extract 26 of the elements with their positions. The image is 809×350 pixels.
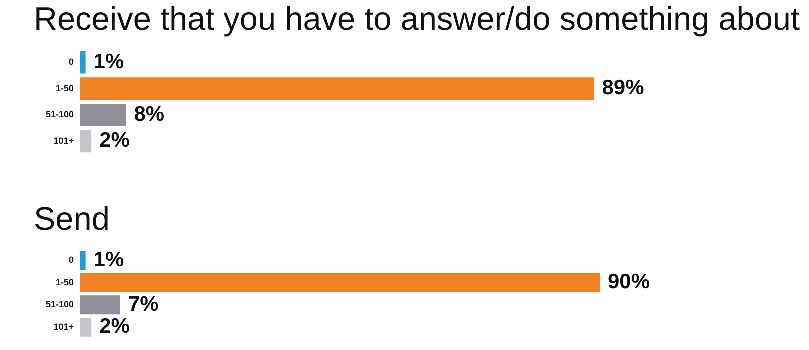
- bar: [80, 130, 92, 153]
- y-tick-label: 1-50: [56, 83, 74, 94]
- data-label: 8%: [134, 102, 165, 126]
- y-tick-label: 51-100: [46, 300, 74, 310]
- y-tick-label: 101+: [54, 322, 74, 332]
- bar: [80, 78, 594, 100]
- data-label: 7%: [128, 292, 160, 316]
- bar: [80, 318, 92, 337]
- data-label: 89%: [602, 76, 645, 100]
- y-tick-label: 101+: [54, 136, 74, 146]
- y-tick-label: 0: [69, 57, 74, 68]
- chart-title: Send: [33, 200, 111, 238]
- data-label: 90%: [608, 270, 650, 294]
- chart-title: Receive that you have to answer/do something about: [33, 0, 802, 38]
- y-tick-label: 0: [69, 255, 74, 266]
- data-label: 1%: [94, 50, 124, 74]
- bar: [80, 296, 120, 315]
- y-tick-label: 1-50: [56, 277, 74, 288]
- bar: [80, 273, 600, 292]
- bar: [80, 104, 126, 126]
- data-label: 2%: [100, 129, 130, 152]
- bar: [80, 251, 86, 270]
- data-label: 1%: [94, 248, 124, 272]
- data-label: 2%: [100, 315, 130, 338]
- bar: [80, 51, 86, 74]
- y-tick-label: 51-100: [46, 110, 74, 120]
